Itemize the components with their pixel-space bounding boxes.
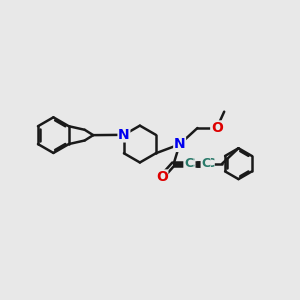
Text: C: C [205, 157, 214, 170]
Text: C: C [186, 157, 195, 170]
Text: C: C [184, 157, 193, 170]
Text: C: C [201, 157, 210, 170]
Text: O: O [211, 121, 223, 135]
Text: N: N [118, 128, 130, 142]
Text: O: O [156, 170, 168, 184]
Text: N: N [174, 137, 185, 152]
